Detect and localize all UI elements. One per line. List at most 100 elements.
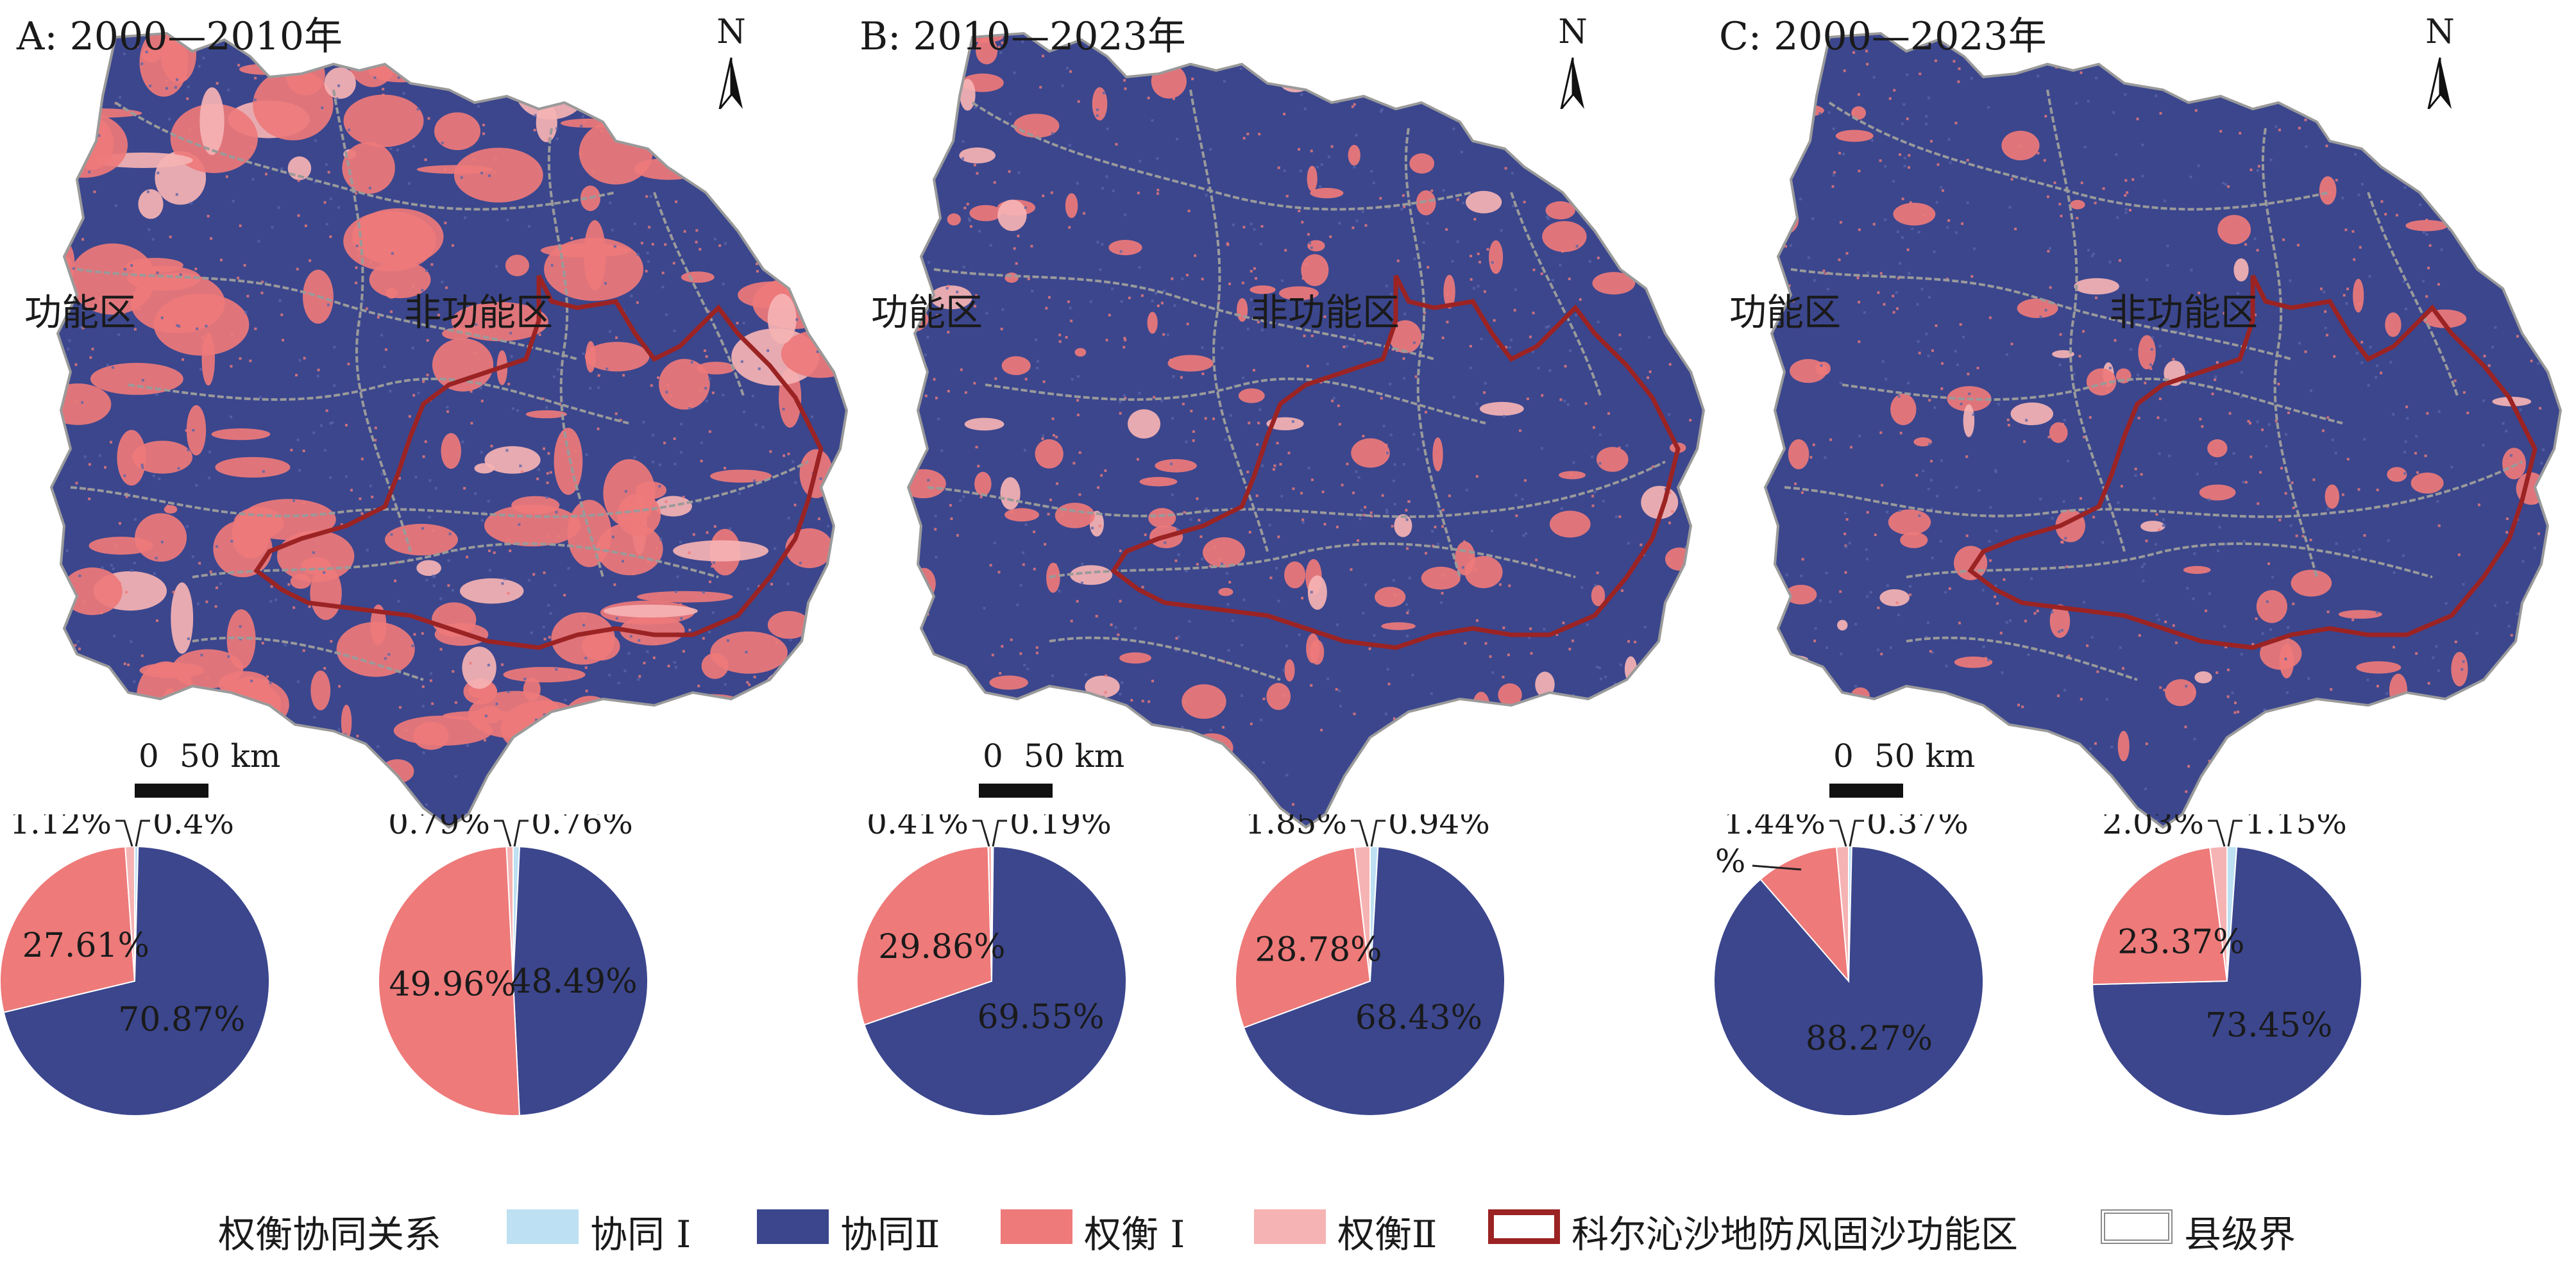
map-speckle (1546, 172, 1549, 175)
map-speckle (495, 158, 498, 161)
map-speckle (1824, 456, 1827, 459)
map-speckle (2244, 481, 2248, 484)
map-speckle (1845, 252, 1849, 255)
map-speckle (2457, 553, 2461, 557)
map-speckle (2027, 653, 2030, 657)
map-speckle (1390, 292, 1393, 296)
map-speckle (566, 800, 569, 803)
map-speckle (1186, 323, 1189, 326)
map-speckle (1287, 451, 1291, 455)
map-speckle (1813, 639, 1817, 643)
map-speckle (1148, 700, 1151, 703)
scale-zero: 0 (983, 737, 1003, 775)
map-speckle (1908, 593, 1911, 596)
map-speckle (2092, 252, 2096, 255)
map-speckle (1364, 506, 1367, 509)
map-speckle (1507, 653, 1510, 657)
map-speckle (2125, 66, 2128, 69)
map-tradeoff-patch (801, 58, 847, 109)
map-speckle (546, 768, 549, 771)
map-speckle (527, 224, 530, 228)
map-speckle (1949, 161, 1952, 164)
map-speckle (1487, 778, 1491, 782)
map-speckle (2325, 333, 2328, 337)
map-speckle (1548, 369, 1552, 372)
map-speckle (2505, 517, 2509, 520)
map-speckle (839, 85, 842, 88)
map-speckle (654, 142, 657, 146)
map-speckle (71, 707, 74, 710)
map-speckle (1866, 595, 1869, 598)
map-speckle (1341, 483, 1344, 487)
map-speckle (1257, 421, 1260, 424)
map-speckle (1047, 512, 1050, 516)
map-speckle (483, 54, 486, 57)
map-tradeoff-patch (1070, 565, 1113, 585)
map-tradeoff-patch (511, 496, 560, 514)
map-speckle (833, 661, 836, 664)
map-speckle (1563, 399, 1566, 403)
map-speckle (1632, 111, 1636, 114)
county-boundary-line (547, 128, 604, 578)
map-speckle (258, 396, 262, 399)
map-speckle (604, 774, 607, 777)
map-speckle (2124, 208, 2128, 211)
map-speckle (83, 62, 86, 65)
map-speckle (1135, 719, 1138, 723)
map-speckle (747, 238, 750, 241)
map-speckle (1668, 558, 1671, 561)
map-speckle (2039, 498, 2042, 501)
map-speckle (1838, 258, 1841, 262)
map-tradeoff-patch (1549, 510, 1591, 538)
map-speckle (2150, 348, 2153, 351)
map-speckle (1405, 518, 1409, 521)
map-speckle (797, 654, 801, 657)
map-speckle (545, 406, 548, 409)
map-speckle (597, 269, 600, 272)
map-speckle (1095, 614, 1098, 618)
map-speckle (1239, 67, 1242, 71)
map-speckle (817, 623, 820, 626)
map-speckle (1181, 725, 1184, 728)
map-speckle (2024, 619, 2027, 623)
map-speckle (1598, 433, 1602, 436)
map-speckle (80, 326, 83, 329)
map-speckle (1532, 719, 1535, 723)
map-speckle (1863, 311, 1866, 314)
map-speckle (1162, 289, 1165, 292)
zone-boundary-outline (1110, 274, 1681, 650)
map-speckle (666, 384, 670, 387)
map-speckle (1256, 443, 1259, 446)
map-speckle (1918, 351, 1921, 355)
map-speckle (2493, 264, 2496, 267)
map-speckle (445, 286, 448, 289)
map-speckle (1879, 159, 1882, 162)
map-speckle (2487, 364, 2491, 367)
map-speckle (1207, 789, 1210, 793)
map-speckle (2237, 292, 2240, 295)
map-tradeoff-patch (1306, 633, 1320, 664)
map-speckle (592, 755, 595, 759)
map-speckle (679, 451, 682, 454)
map-speckle (1312, 644, 1316, 648)
map-speckle (1372, 181, 1375, 185)
map-speckle (2058, 363, 2062, 366)
map-speckle (178, 324, 181, 328)
map-speckle (323, 201, 326, 204)
map-speckle (2142, 579, 2145, 582)
map-speckle (361, 299, 364, 302)
panel-title: A: 2000—2010年 (17, 14, 343, 59)
map-speckle (232, 199, 235, 203)
map-speckle (1691, 541, 1694, 544)
map-tradeoff-patch (2049, 422, 2068, 443)
map-tradeoff-patch (754, 735, 808, 800)
map-speckle (1866, 511, 1869, 514)
map-speckle (1414, 375, 1418, 378)
map-speckle (684, 168, 687, 171)
map-speckle (1883, 303, 1886, 306)
map-speckle (1785, 203, 1788, 206)
map-speckle (753, 675, 756, 678)
map-speckle (917, 782, 920, 786)
map-speckle (477, 105, 480, 108)
map-speckle (1222, 660, 1225, 663)
